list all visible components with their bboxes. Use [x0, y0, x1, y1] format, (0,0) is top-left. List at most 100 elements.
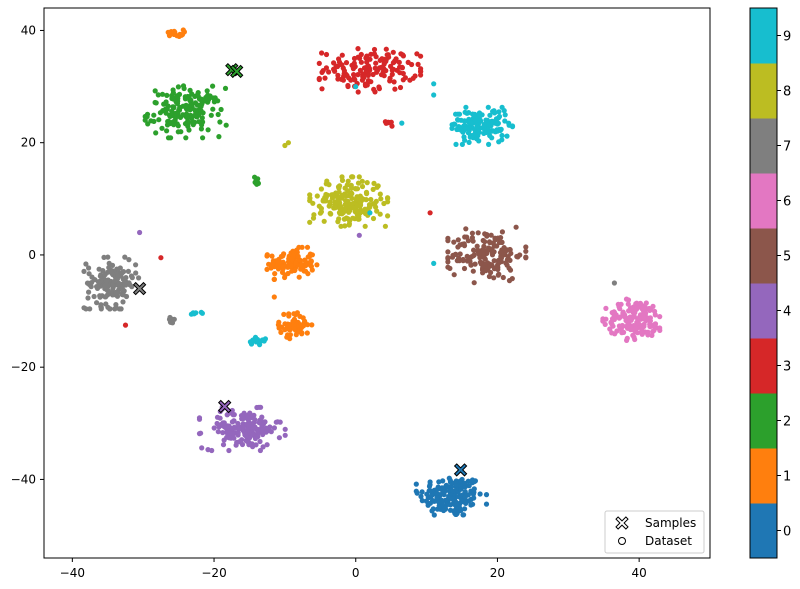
data-point-class-5: [477, 255, 483, 261]
data-point-class-8: [349, 174, 355, 180]
data-point-class-8: [377, 211, 383, 217]
y-tick-label: −20: [11, 360, 36, 374]
data-point-class-2: [159, 91, 166, 97]
data-point-class-0: [470, 491, 476, 497]
data-point-class-1: [275, 266, 282, 272]
data-point-class-8: [371, 180, 377, 186]
data-point-class-5: [475, 230, 481, 236]
data-point-class-5: [507, 246, 513, 253]
data-point-class-8: [338, 203, 344, 209]
data-point-class-6: [609, 330, 615, 336]
data-point-class-8: [381, 200, 387, 207]
x-tick-label: 20: [490, 566, 505, 580]
data-point-class-7: [81, 305, 87, 311]
data-point-class-1: [309, 322, 315, 328]
data-point-class-3: [362, 81, 368, 87]
data-point-class-1: [284, 334, 290, 340]
data-point-class-7: [100, 268, 106, 274]
outlier-point-class-9: [431, 260, 437, 266]
data-point-class-9: [466, 116, 472, 122]
data-point-class-9: [486, 141, 492, 147]
data-point-class-5: [523, 244, 529, 250]
data-point-class-0: [414, 490, 420, 496]
data-point-class-0: [449, 496, 455, 502]
data-point-class-7: [83, 261, 89, 267]
outlier-point-class-9: [367, 210, 373, 216]
y-tick-label: 0: [28, 248, 36, 262]
plot-area: [43, 7, 711, 559]
data-point-class-8: [342, 223, 348, 229]
data-point-class-2: [222, 85, 229, 91]
data-point-class-9: [494, 127, 500, 133]
data-point-class-5: [495, 266, 501, 272]
data-point-class-2: [185, 123, 191, 129]
colorbar-label: 4: [783, 305, 791, 320]
data-point-class-2: [215, 111, 221, 118]
data-point-class-1: [292, 267, 298, 274]
data-point-class-6: [647, 323, 653, 329]
data-point-class-4: [273, 419, 279, 425]
data-point-class-2: [173, 111, 179, 117]
colorbar-label: 6: [783, 195, 791, 210]
data-point-class-1: [285, 270, 291, 277]
outlier-point-class-9: [431, 81, 437, 87]
data-point-class-0: [427, 479, 433, 485]
data-point-class-4: [257, 438, 263, 445]
data-point-class-1: [281, 311, 287, 317]
data-point-class-1: [178, 32, 184, 38]
data-point-class-6: [603, 305, 609, 311]
data-point-class-8: [330, 192, 336, 198]
data-point-class-7: [105, 254, 111, 260]
data-point-class-5: [445, 238, 451, 244]
data-point-class-9: [455, 117, 461, 123]
data-point-class-4: [226, 435, 232, 441]
data-point-class-2: [200, 119, 206, 125]
data-point-class-5: [499, 229, 505, 235]
data-point-class-3: [334, 63, 341, 70]
data-point-class-3: [331, 60, 337, 66]
data-point-class-2: [223, 122, 229, 128]
data-point-class-4: [247, 410, 253, 416]
data-point-class-5: [469, 230, 475, 236]
data-point-class-8: [339, 211, 345, 217]
data-point-class-0: [465, 478, 471, 484]
data-point-class-4: [226, 410, 232, 416]
data-point-class-4: [244, 438, 250, 445]
data-point-class-7: [85, 295, 91, 301]
data-point-class-1: [289, 257, 295, 263]
data-point-class-7: [104, 285, 110, 291]
colorbar-label: 0: [783, 525, 791, 540]
data-point-class-5: [471, 247, 477, 253]
data-point-class-0: [424, 491, 430, 497]
data-point-class-5: [481, 253, 487, 259]
data-point-class-7: [136, 275, 142, 281]
data-point-class-3: [343, 60, 350, 66]
data-point-class-6: [636, 315, 643, 321]
data-point-class-3: [323, 51, 330, 58]
data-point-class-1: [294, 310, 300, 316]
data-point-class-3: [373, 54, 379, 60]
data-point-class-2: [153, 130, 159, 136]
data-point-class-4: [244, 421, 250, 427]
data-point-class-8: [337, 183, 343, 189]
data-point-class-1: [296, 244, 302, 250]
data-point-class-6: [623, 296, 630, 302]
data-point-class-2: [218, 106, 224, 113]
data-point-class-2: [174, 100, 181, 107]
data-point-class-3: [341, 73, 347, 79]
data-point-class-8: [332, 205, 338, 211]
data-point-class-8: [354, 204, 360, 210]
data-point-class-6: [625, 322, 631, 328]
data-point-class-1: [286, 327, 292, 333]
data-point-class-9: [504, 133, 510, 139]
data-point-class-3: [385, 52, 391, 58]
data-point-class-1: [300, 322, 306, 328]
data-point-class-8: [363, 189, 370, 195]
data-point-class-4: [199, 445, 205, 451]
data-point-class-8: [353, 186, 359, 192]
data-point-class-4: [234, 439, 240, 446]
data-point-class-2: [178, 129, 184, 135]
data-point-class-0: [461, 512, 467, 518]
data-point-class-6: [643, 300, 649, 306]
data-point-class-1: [276, 325, 282, 331]
